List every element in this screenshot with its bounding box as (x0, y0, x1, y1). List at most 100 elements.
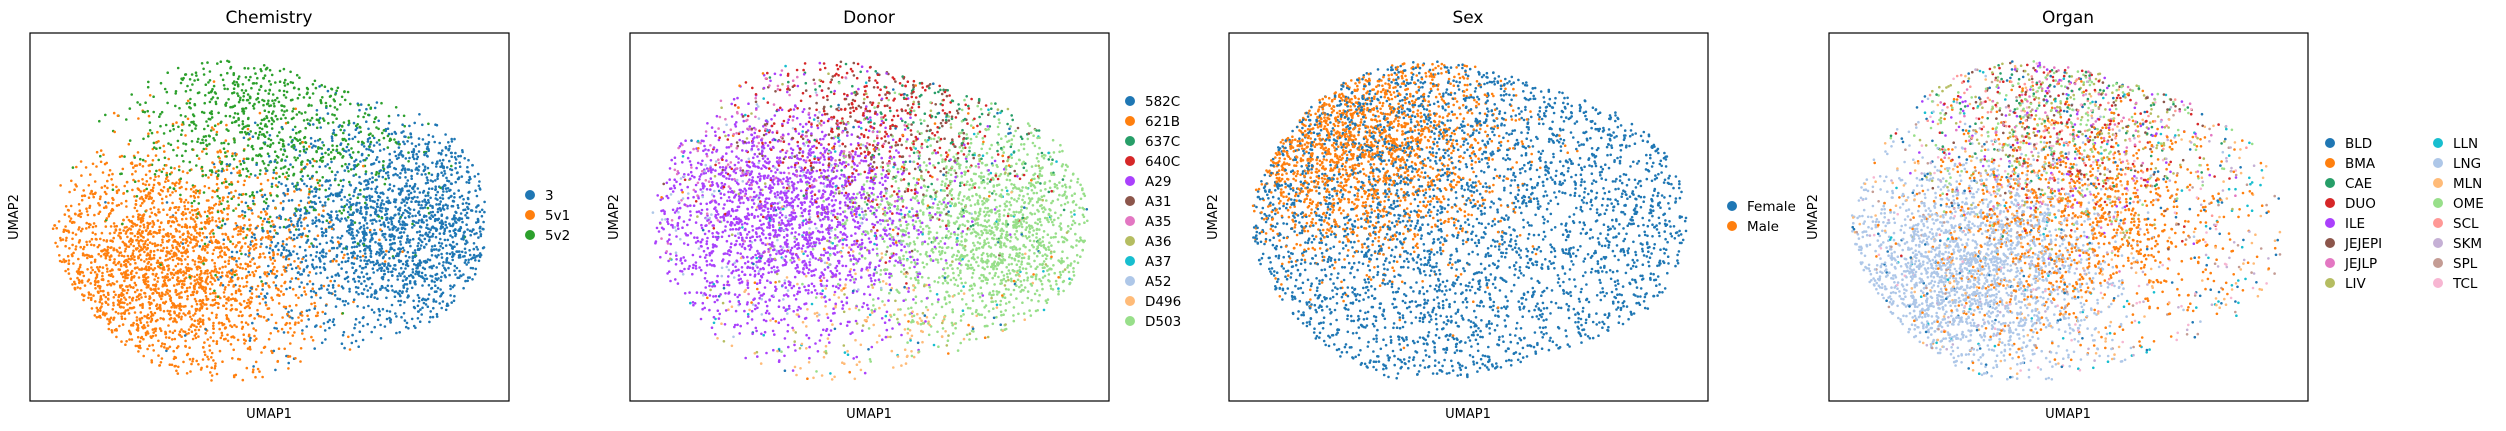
scatter-point (423, 267, 427, 271)
scatter-point (241, 110, 244, 113)
scatter-point (218, 321, 221, 325)
scatter-point (299, 347, 303, 350)
scatter-point (350, 156, 354, 160)
scatter-point (448, 230, 452, 233)
scatter-point (306, 174, 310, 178)
scatter-point (478, 210, 482, 214)
scatter-point (158, 115, 161, 118)
scatter-point (178, 106, 181, 110)
scatter-point (333, 113, 336, 117)
scatter-point (265, 102, 269, 106)
scatter-point (313, 347, 317, 350)
scatter-point (317, 218, 321, 222)
scatter-point (392, 256, 395, 260)
scatter-point (458, 165, 462, 168)
scatter-point (205, 120, 208, 123)
scatter-point (221, 78, 225, 82)
scatter-point (164, 275, 167, 278)
scatter-point (203, 272, 207, 275)
scatter-point (210, 169, 214, 172)
scatter-point (354, 158, 358, 162)
scatter-point (146, 226, 149, 230)
scatter-point (163, 156, 167, 160)
scatter-point (326, 112, 330, 115)
scatter-point (390, 284, 394, 288)
scatter-point (208, 70, 212, 73)
scatter-point (424, 303, 428, 306)
scatter-point (423, 214, 426, 217)
scatter-point (284, 266, 288, 270)
scatter-point (365, 157, 369, 160)
scatter-point (370, 172, 374, 175)
scatter-point (162, 208, 165, 211)
scatter-point (261, 195, 265, 199)
scatter-point (140, 195, 143, 199)
scatter-point (209, 129, 213, 132)
scatter-point (237, 314, 241, 318)
scatter-point (273, 272, 276, 276)
scatter-point (401, 279, 405, 283)
scatter-point (264, 210, 267, 213)
scatter-point (160, 110, 164, 114)
scatter-point (80, 279, 84, 283)
scatter-point (352, 298, 356, 302)
scatter-point (467, 261, 470, 264)
scatter-point (173, 329, 177, 333)
scatter-point (310, 302, 313, 306)
scatter-point (444, 153, 448, 157)
scatter-point (308, 229, 311, 233)
scatter-point (83, 194, 86, 197)
scatter-point (448, 159, 451, 163)
scatter-point (414, 214, 417, 218)
scatter-point (307, 274, 310, 277)
scatter-point (154, 213, 158, 217)
scatter-point (414, 251, 417, 255)
scatter-point (111, 201, 114, 205)
scatter-point (241, 120, 245, 123)
scatter-point (143, 326, 147, 329)
scatter-point (241, 167, 245, 171)
scatter-point (370, 233, 374, 236)
scatter-point (260, 127, 264, 131)
scatter-point (363, 279, 366, 283)
scatter-point (456, 204, 460, 207)
scatter-point (288, 224, 291, 227)
scatter-point (435, 255, 439, 259)
scatter-point (159, 124, 162, 128)
scatter-point (119, 237, 122, 240)
scatter-point (182, 360, 185, 364)
scatter-point (236, 83, 240, 86)
scatter-point (115, 335, 118, 339)
scatter-point (153, 244, 157, 248)
scatter-point (295, 188, 299, 191)
scatter-point (210, 211, 214, 214)
scatter-point (300, 260, 304, 264)
scatter-point (209, 371, 212, 374)
scatter-point (416, 310, 420, 313)
scatter-point (172, 357, 176, 361)
scatter-point (404, 325, 408, 329)
scatter-point (259, 292, 263, 296)
scatter-point (447, 148, 451, 152)
scatter-point (197, 137, 200, 141)
scatter-point (180, 328, 183, 331)
scatter-point (266, 152, 270, 155)
scatter-point (168, 309, 172, 313)
scatter-point (397, 236, 401, 239)
scatter-point (294, 148, 298, 152)
scatter-point (313, 187, 317, 191)
scatter-point (142, 354, 145, 358)
scatter-point (349, 184, 353, 187)
scatter-point (267, 264, 270, 268)
scatter-point (128, 239, 132, 242)
scatter-point (202, 73, 206, 76)
scatter-point (319, 260, 322, 263)
scatter-point (103, 184, 107, 188)
scatter-point (94, 237, 98, 241)
scatter-point (320, 284, 323, 287)
scatter-point (465, 211, 469, 215)
scatter-point (259, 169, 262, 172)
scatter-point (401, 155, 405, 158)
scatter-point (65, 236, 68, 240)
scatter-point (407, 274, 411, 278)
